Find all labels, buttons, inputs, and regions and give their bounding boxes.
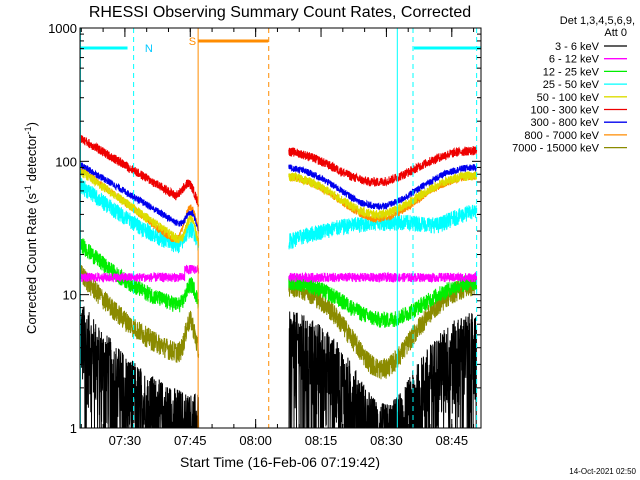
legend-item-bkg: 3 - 6 keV xyxy=(555,41,627,53)
y-axis-label: Corrected Count Rate (s-1 detector-1) xyxy=(23,122,39,334)
plot-frame xyxy=(79,27,482,429)
y-axis-label-sup-1: -1 xyxy=(23,185,33,193)
y-tick-label: 100 xyxy=(55,154,77,169)
series-line-bkg-segment-2 xyxy=(288,311,478,428)
legend-label: 800 - 7000 keV xyxy=(524,130,599,142)
legend-item-flat: 6 - 12 keV xyxy=(549,54,627,66)
legend-label: 25 - 50 keV xyxy=(543,79,600,91)
series-line-cyan-segment-1 xyxy=(80,177,200,254)
legend-header: Det 1,3,4,5,6,9, xyxy=(560,15,635,27)
y-axis-label-main: Corrected Count Rate (s xyxy=(24,193,39,334)
footer-date: 14-Oct-2021 02:50 xyxy=(569,467,636,476)
legend-item-olive: 7000 - 15000 keV xyxy=(512,143,627,155)
series-50-to-100keV xyxy=(80,168,478,246)
series-line-red-segment-2 xyxy=(288,146,478,187)
y-axis-label-sup-2: -1 xyxy=(23,126,33,134)
series-line-mid-segment-1 xyxy=(80,238,200,313)
series-line-bkg-segment-1 xyxy=(80,306,200,428)
legend-label: 300 - 800 keV xyxy=(531,117,600,129)
legend-item-orange: 800 - 7000 keV xyxy=(524,130,627,142)
legend-attenuator: Att 0 xyxy=(604,27,627,39)
legend-item-yellow: 50 - 100 keV xyxy=(537,92,627,104)
axis-layer: 1 10 100 1000 07:30 07:45 08:00 08:15 08:30 08:45 xyxy=(48,21,482,448)
y-tick-label: 1000 xyxy=(48,21,77,36)
series-3-to-6keV xyxy=(80,306,478,428)
series-300-to-800keV xyxy=(80,162,478,232)
x-tick-label: 07:45 xyxy=(174,433,207,448)
y-axis-label-end: ) xyxy=(24,122,39,126)
x-axis-label: Start Time (16-Feb-06 07:19:42) xyxy=(180,454,380,470)
series-line-flat-segment-1 xyxy=(80,264,200,283)
legend-label: 6 - 12 keV xyxy=(549,54,600,66)
legend-item-mid: 12 - 25 keV xyxy=(543,66,627,78)
x-tick-label: 08:00 xyxy=(239,433,272,448)
series-line-blue-segment-2 xyxy=(288,164,478,211)
legend-label: 3 - 6 keV xyxy=(555,41,600,53)
legend-item-cyan: 25 - 50 keV xyxy=(543,79,627,91)
series-100-to-300keV xyxy=(80,135,478,208)
y-axis-label-mid: detector xyxy=(24,134,39,185)
legend-item-red: 100 - 300 keV xyxy=(531,105,627,117)
x-tick-label: 08:15 xyxy=(305,433,338,448)
series-layer xyxy=(80,135,478,428)
series-line-yellow-segment-2 xyxy=(288,170,478,220)
chart-title: RHESSI Observing Summary Count Rates, Co… xyxy=(89,4,471,21)
y-tick-label: 1 xyxy=(70,421,77,436)
series-line-olive-segment-1 xyxy=(80,265,200,363)
saa-label: S xyxy=(189,36,196,48)
legend-label: 12 - 25 keV xyxy=(543,66,600,78)
series-line-mid-segment-2 xyxy=(288,274,478,328)
night-label: N xyxy=(145,43,153,55)
series-line-flat-segment-2 xyxy=(288,271,478,284)
series-line-red-segment-1 xyxy=(80,135,200,208)
y-tick-label: 10 xyxy=(63,288,77,303)
series-line-blue-segment-1 xyxy=(80,162,200,232)
legend-label: 50 - 100 keV xyxy=(537,92,600,104)
legend-item-blue: 300 - 800 keV xyxy=(531,117,627,129)
series-12-to-25keV xyxy=(80,238,478,328)
series-6-to-12keV xyxy=(80,264,478,284)
x-tick-label: 08:45 xyxy=(436,433,469,448)
x-tick-label: 07:30 xyxy=(109,433,142,448)
legend-label: 100 - 300 keV xyxy=(531,105,600,117)
series-line-yellow-segment-1 xyxy=(80,168,200,246)
legend-label: 7000 - 15000 keV xyxy=(512,143,600,155)
x-tick-label: 08:30 xyxy=(370,433,403,448)
